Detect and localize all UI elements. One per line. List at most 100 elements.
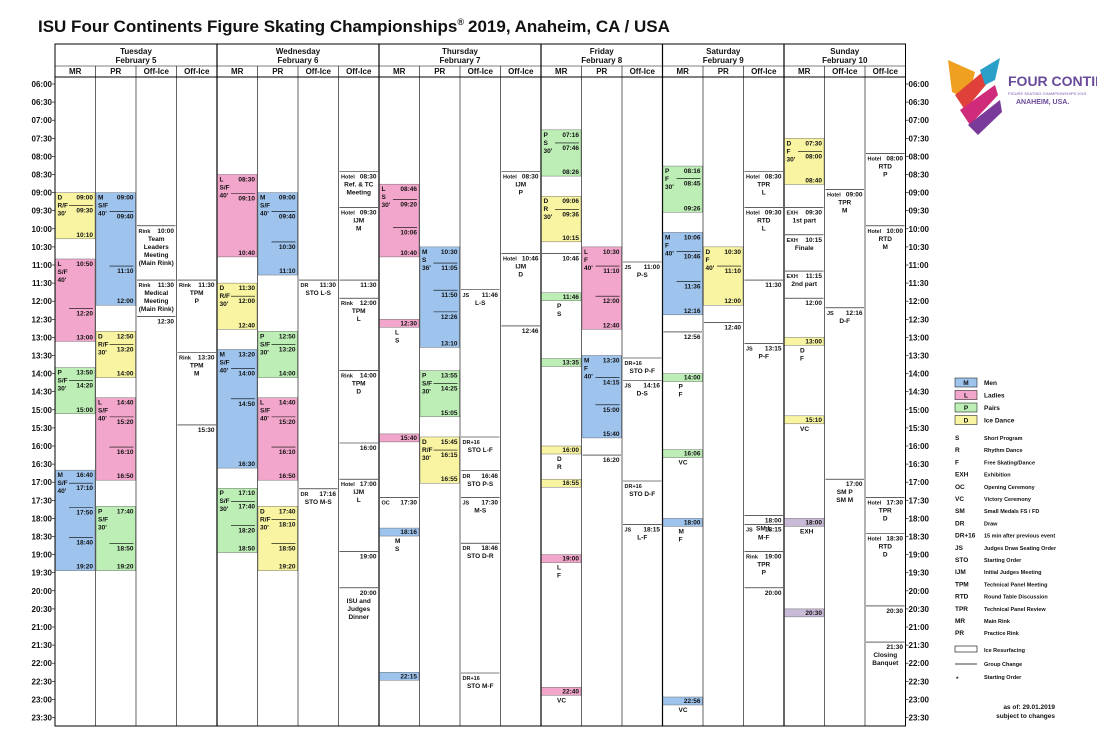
column-name: Off-Ice [468, 67, 494, 76]
session-info: F [706, 257, 710, 264]
time-label: 16:30 [909, 460, 930, 469]
session-info: 40' [665, 250, 674, 257]
event-place: JS [746, 346, 753, 352]
session-start: 12:50 [279, 333, 296, 340]
abbr-text: Starting Order [984, 558, 1022, 564]
event-info: L [357, 316, 361, 323]
event-info: 2nd part [791, 281, 817, 288]
session-start: 09:00 [76, 195, 93, 202]
session-block [95, 397, 136, 481]
abbr: SM [955, 508, 965, 515]
session-time: 14:15 [603, 380, 620, 387]
session-block [662, 232, 703, 316]
time-label: 14:00 [32, 370, 53, 379]
event-time: 18:00 [765, 517, 782, 524]
session-info: S [557, 311, 562, 318]
session-strip [541, 478, 582, 488]
session-end: 12:00 [117, 298, 134, 305]
time-label: 15:00 [909, 406, 930, 415]
time-label: 21:30 [909, 641, 930, 650]
event-time: 11:46 [482, 292, 499, 299]
session-start: 16:06 [684, 451, 701, 458]
session-start: 10:30 [724, 249, 741, 256]
time-label: 18:30 [909, 533, 930, 542]
session-info: P [220, 490, 225, 497]
event-info: D [356, 389, 361, 396]
session-time: 11:10 [117, 268, 134, 275]
session-start: 09:06 [562, 198, 579, 205]
event-info: TPM [190, 363, 204, 370]
session-info: P [557, 303, 562, 310]
frame [54, 43, 906, 727]
session-block [257, 397, 298, 481]
event-time: 17:00 [360, 481, 377, 488]
event-place: DR+16 [463, 676, 480, 682]
event-time: 09:30 [360, 210, 377, 217]
event-info: Dinner [348, 614, 369, 621]
session-time: 11:10 [725, 268, 742, 275]
session-block [95, 192, 136, 306]
session-start: 19:00 [562, 556, 579, 563]
column-name: Off-Ice [751, 67, 777, 76]
time-label: 22:00 [32, 659, 53, 668]
event-place: EXH [787, 238, 798, 244]
time-label: 20:00 [909, 587, 930, 596]
event-time: 10:46 [522, 256, 539, 263]
session-time: 12:00 [238, 298, 255, 305]
session-info: L [557, 565, 561, 572]
session-end: 11:10 [279, 268, 296, 275]
session-info: 30' [220, 301, 229, 308]
event-info: M [194, 371, 199, 378]
column-name: PR [272, 67, 283, 76]
session-time: 12:20 [76, 310, 93, 317]
time-label: 13:00 [32, 333, 53, 342]
abbr-text: Short Program [984, 436, 1023, 442]
time-label: 06:00 [909, 80, 930, 89]
event-time: 09:00 [846, 192, 863, 199]
event-info: Meeting [144, 252, 169, 259]
session-end: 19:20 [76, 564, 93, 571]
event-place: Rink [746, 555, 759, 561]
event-time: 11:30 [360, 282, 377, 289]
event-info: IJM [515, 182, 526, 189]
time-label: 14:00 [909, 370, 930, 379]
session-time: 09:40 [117, 214, 134, 221]
event-time: 08:30 [360, 174, 377, 181]
session-end: 13:00 [76, 334, 93, 341]
event-info: TPM [352, 308, 366, 315]
session-block [257, 331, 298, 378]
time-label: 21:00 [909, 623, 930, 632]
session-time: 14:25 [441, 386, 458, 393]
session-info: R/F [220, 293, 231, 300]
abbr-text: Opening Ceremony [984, 485, 1036, 491]
session-info: M [260, 195, 265, 202]
session-info: F [557, 573, 561, 580]
time-label: 13:30 [32, 352, 53, 361]
event-info: SM P [837, 489, 854, 496]
column-name: MR [555, 67, 568, 76]
time-label: 10:30 [909, 243, 930, 252]
session-info: L [584, 249, 588, 256]
session-start: 14:40 [117, 400, 134, 407]
session-end: 12:16 [684, 308, 701, 315]
star-label: Starting Order [984, 675, 1022, 681]
time-label: 11:30 [32, 279, 53, 288]
column-name: MR [231, 67, 244, 76]
day-date: February 6 [278, 56, 319, 65]
session-end: 09:26 [684, 205, 701, 212]
event-info: (Main Rink) [139, 306, 174, 313]
time-label: 17:30 [909, 496, 930, 505]
event-time: 17:30 [481, 499, 498, 506]
event-place: DR [463, 474, 471, 480]
session-time: 17:50 [76, 509, 93, 516]
day-name: Thursday [442, 47, 479, 56]
session-info: L [220, 177, 224, 184]
day-name: Saturday [706, 47, 741, 56]
session-end: 15:00 [76, 407, 93, 414]
session-start: 20:30 [805, 610, 822, 617]
event-info: RTD [879, 163, 893, 170]
session-info: S/F [58, 269, 68, 276]
abbr-text: Rhythm Dance [984, 448, 1023, 454]
legend-swatch [954, 390, 978, 400]
event-time: 10:15 [805, 237, 822, 244]
